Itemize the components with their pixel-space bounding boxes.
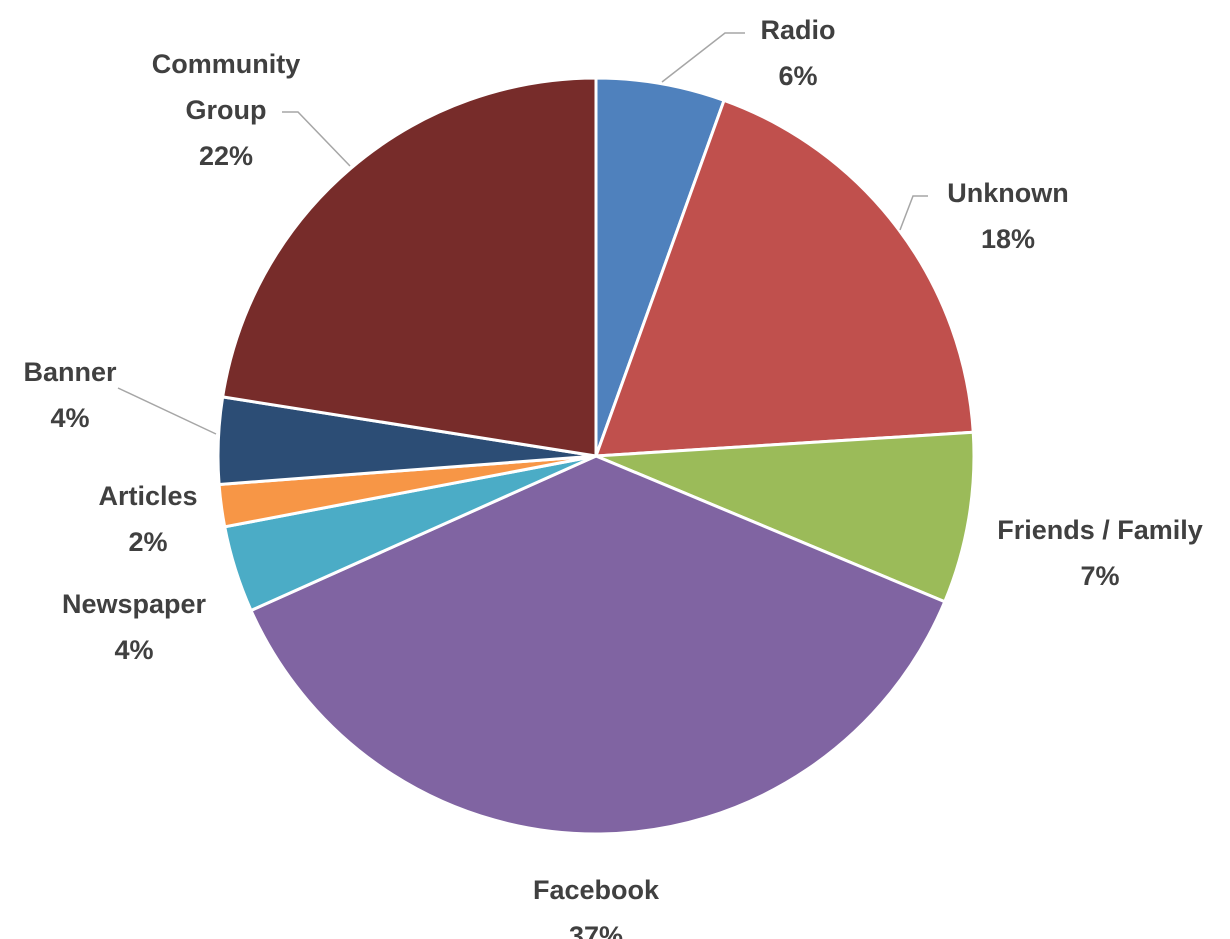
data-label-unknown: Unknown 18% — [947, 178, 1069, 254]
data-label-friends-family: Friends / Family 7% — [997, 515, 1203, 591]
data-label-category: Group — [186, 95, 267, 125]
leader-line-banner — [117, 387, 217, 435]
leader-line-community-group — [282, 111, 351, 167]
data-labels: Radio 6% Unknown 18% Friends / Family 7% Faceb… — [23, 15, 1202, 939]
data-label-category: Unknown — [947, 178, 1069, 208]
data-label-articles: Articles 2% — [98, 481, 197, 557]
data-label-category: Facebook — [533, 875, 660, 905]
pie-slice-community-group — [221, 76, 598, 458]
data-label-percent: 6% — [778, 61, 817, 91]
data-label-category: Newspaper — [62, 589, 207, 619]
data-label-category: Radio — [760, 15, 835, 45]
data-label-community-group: Community Group 22% — [152, 49, 301, 171]
data-label-radio: Radio 6% — [760, 15, 835, 91]
data-label-category: Friends / Family — [997, 515, 1203, 545]
pie-slice-radio — [594, 76, 726, 458]
data-label-percent: 4% — [114, 635, 153, 665]
pie-slice-facebook — [249, 454, 947, 836]
data-label-category: Community — [152, 49, 301, 79]
leader-line-radio — [661, 32, 745, 83]
data-label-percent: 18% — [981, 224, 1035, 254]
data-label-facebook: Facebook 37% — [533, 875, 660, 939]
data-label-percent: 4% — [50, 403, 89, 433]
pie-slices — [216, 76, 976, 836]
data-label-percent: 7% — [1080, 561, 1119, 591]
data-label-percent: 37% — [569, 921, 623, 939]
data-label-category: Banner — [23, 357, 117, 387]
data-label-percent: 2% — [128, 527, 167, 557]
leader-line-unknown — [899, 195, 928, 231]
pie-slice-friends-family — [594, 430, 976, 604]
data-label-percent: 22% — [199, 141, 253, 171]
pie-slice-unknown — [594, 98, 975, 458]
data-label-category: Articles — [98, 481, 197, 511]
leader-lines — [117, 32, 928, 435]
data-label-banner: Banner 4% — [23, 357, 117, 433]
data-label-newspaper: Newspaper 4% — [62, 589, 207, 665]
